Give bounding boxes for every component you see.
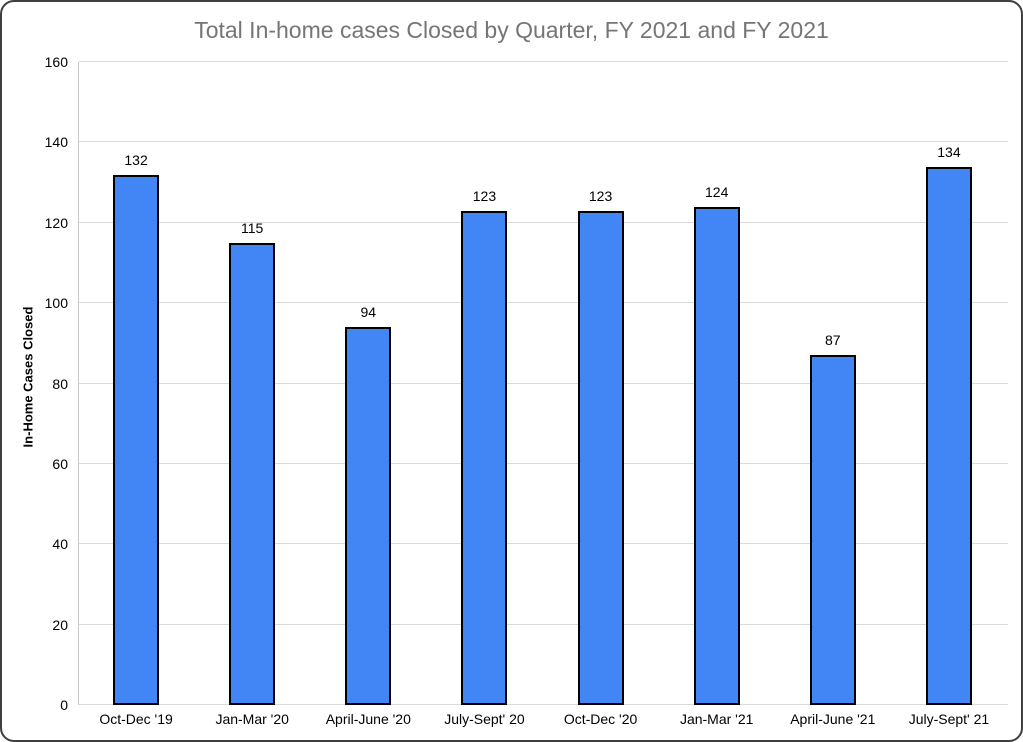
bar-value-label: 87	[825, 332, 841, 349]
gridline	[79, 462, 1008, 464]
bar-value-label: 132	[124, 151, 148, 168]
bar	[577, 210, 624, 705]
chart-title: Total In-home cases Closed by Quarter, F…	[194, 17, 829, 43]
y-tick-label: 60	[52, 455, 68, 472]
y-tick-label: 100	[44, 295, 68, 312]
gridline	[79, 141, 1008, 143]
bars-container: 132 115 94 123 123 124 87 134	[78, 62, 1007, 705]
bar-value-label: 134	[937, 143, 961, 160]
bar-value-label: 124	[705, 183, 729, 200]
y-tick-label: 160	[44, 54, 68, 70]
x-axis-tick-labels: Oct-Dec '19 Jan-Mar '20 April-June '20 July…	[78, 711, 1007, 727]
bar-group: 115	[194, 62, 310, 705]
bar	[809, 355, 856, 705]
gridline	[79, 382, 1008, 384]
bar-value-label: 123	[472, 187, 497, 204]
x-tick-label: Jan-Mar '21	[679, 711, 754, 727]
bar-value-label: 94	[360, 304, 377, 321]
gridline	[79, 623, 1008, 625]
bar-group: 87	[775, 62, 891, 705]
x-tick-label: July-Sept' 21	[908, 711, 990, 727]
y-tick-label: 120	[44, 214, 68, 231]
bar-group: 134	[891, 62, 1007, 705]
y-tick-label: 140	[44, 134, 68, 151]
x-tick-label: Oct-Dec '19	[99, 711, 173, 727]
y-tick-label: 0	[60, 697, 68, 713]
gridline	[79, 543, 1008, 545]
y-tick-label: 40	[52, 536, 68, 553]
bar-group: 132	[78, 62, 194, 705]
x-tick-label: Oct-Dec '20	[563, 711, 638, 727]
x-tick-label: April-June '20	[325, 711, 411, 727]
x-tick-label: April-June '21	[790, 711, 876, 727]
x-tick-label: Jan-Mar '20	[215, 711, 289, 727]
gridline	[79, 302, 1008, 304]
bar	[345, 327, 392, 705]
plot-area	[78, 61, 1008, 705]
bar-group: 94	[310, 62, 426, 705]
bar	[693, 206, 740, 705]
gridline	[79, 221, 1008, 223]
x-tick-label: July-Sept' 20	[444, 711, 525, 727]
bar	[461, 210, 508, 705]
bar-value-label: 115	[241, 219, 264, 236]
bar-value-label: 123	[588, 187, 613, 204]
y-tick-label: 20	[52, 616, 68, 633]
bar	[113, 174, 160, 705]
y-tick-label: 80	[52, 375, 68, 392]
bar-group: 123	[543, 62, 659, 705]
bar-group: 123	[426, 62, 542, 705]
y-axis-tick-labels: 0 20 40 60 80 100 120 140 160	[2, 54, 68, 713]
gridline	[79, 704, 1008, 705]
bar	[925, 166, 972, 705]
bar-group: 124	[659, 62, 775, 705]
gridline	[79, 61, 1008, 62]
bar	[229, 242, 276, 705]
